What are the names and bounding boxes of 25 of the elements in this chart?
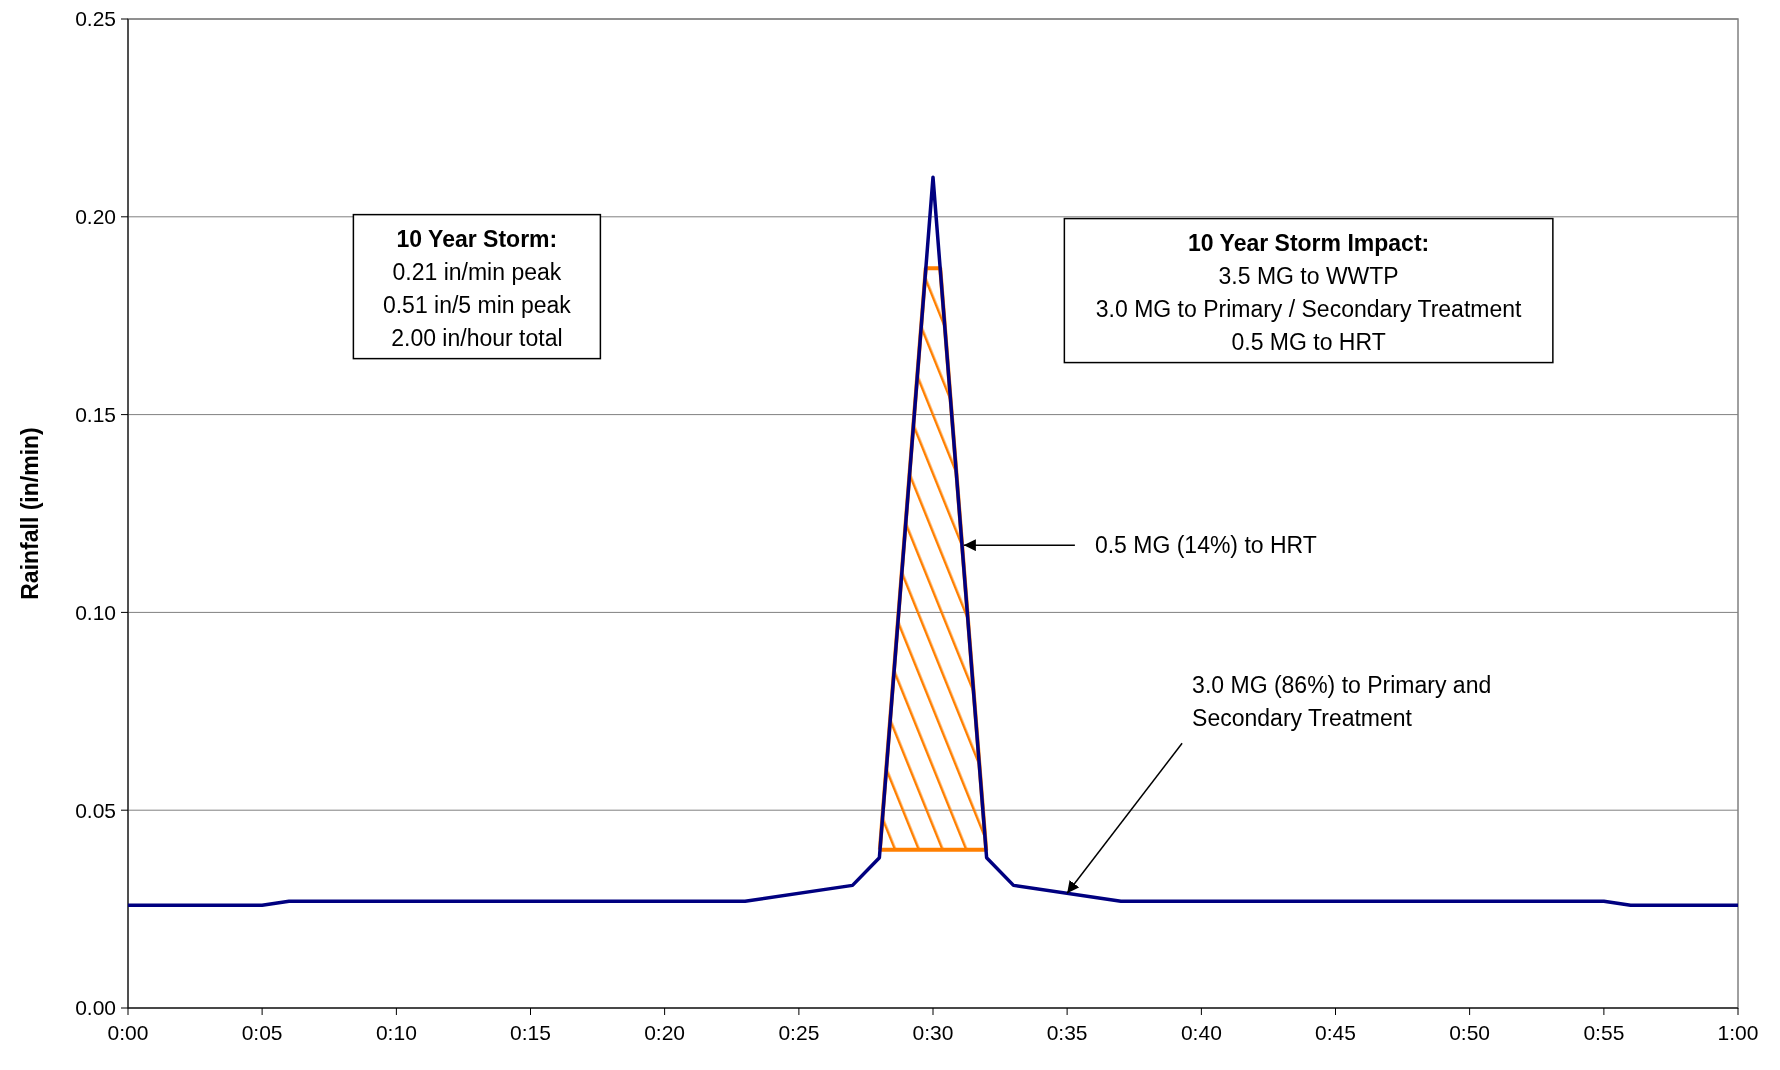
x-tick-label: 0:50 xyxy=(1449,1021,1491,1044)
y-axis-title: Rainfall (in/min) xyxy=(17,427,43,600)
annotation: 0.5 MG (14%) to HRT xyxy=(1094,532,1317,559)
y-tick-label: 0.20 xyxy=(75,205,116,229)
y-tick-label: 0.15 xyxy=(75,402,116,426)
x-tick-label: 0:25 xyxy=(778,1021,820,1044)
x-tick-label: 0:45 xyxy=(1315,1021,1356,1044)
x-tick-label: 0:10 xyxy=(375,1021,417,1044)
annotation: 3.0 MG (86%) to Primary and Secondary Treatment xyxy=(1192,672,1492,732)
x-tick-label: 0:15 xyxy=(510,1021,551,1044)
y-tick-label: 0.10 xyxy=(75,600,116,624)
x-tick-label: 0:05 xyxy=(241,1021,283,1044)
x-tick-label: 0:00 xyxy=(107,1021,149,1044)
y-tick-label: 0.25 xyxy=(75,7,116,31)
y-tick-label: 0.00 xyxy=(75,996,116,1020)
y-tick-label: 0.05 xyxy=(75,798,116,822)
annotation: 10 Year Storm Impact: 3.5 MG to WWTP 3.0 MG to Primary / Secondary Treatment 0.5 MG to HRT xyxy=(1095,229,1523,355)
line-series xyxy=(126,175,1740,907)
x-tick-label: 0:40 xyxy=(1180,1021,1222,1044)
x-tick-label: 1:00 xyxy=(1717,1021,1759,1044)
annotation: 10 Year Storm: 0.21 in/min peak 0.51 in/5 min peak 2.00 in/hour total xyxy=(382,225,572,351)
x-tick-label: 0:30 xyxy=(912,1021,954,1044)
x-tick-label: 0:35 xyxy=(1046,1021,1088,1044)
x-tick-label: 0:55 xyxy=(1583,1021,1625,1044)
x-tick-label: 0:20 xyxy=(644,1021,686,1044)
